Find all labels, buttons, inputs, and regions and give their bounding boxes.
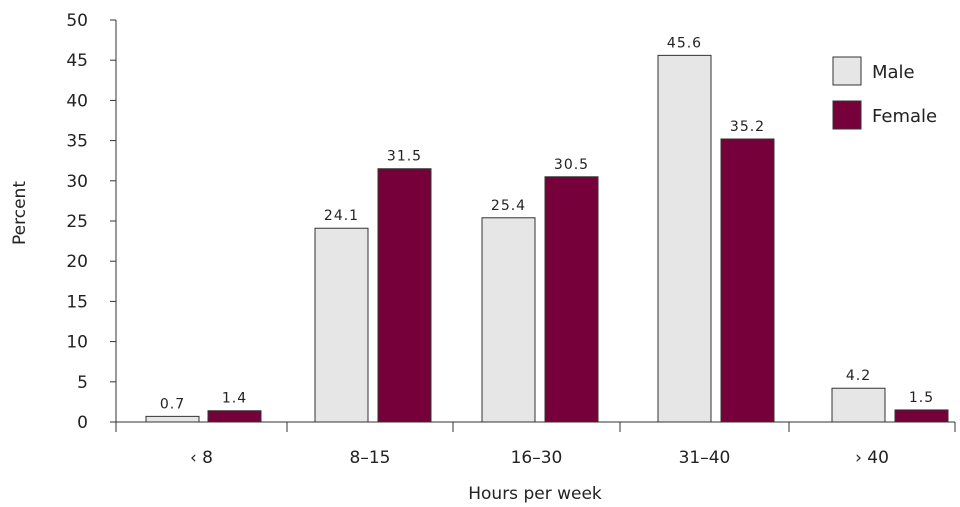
x-tick-label: 31–40 bbox=[679, 448, 731, 468]
data-labels-group: 0.7 24.1 25.4 45.6 4.2 1.4 31.5 30.5 35.2 1.5 bbox=[160, 35, 934, 412]
x-tick-label: 8–15 bbox=[350, 448, 391, 468]
bar-female bbox=[207, 410, 262, 423]
bar-male bbox=[481, 217, 536, 423]
data-label: 45.6 bbox=[667, 35, 702, 51]
data-label: 4.2 bbox=[846, 368, 871, 384]
y-tick-label: 5 bbox=[77, 373, 88, 393]
y-tick-label: 10 bbox=[66, 333, 88, 353]
x-axis: ‹ 8 8–15 16–30 31–40 › 40 bbox=[115, 421, 956, 468]
y-tick-label: 45 bbox=[66, 51, 88, 71]
bar-male bbox=[831, 387, 886, 423]
bar-female bbox=[377, 168, 432, 423]
y-axis: 0 5 10 15 20 25 30 35 40 45 50 bbox=[66, 11, 117, 433]
bar-male bbox=[145, 415, 200, 423]
bar-female bbox=[544, 176, 599, 423]
y-tick-label: 20 bbox=[66, 252, 88, 272]
bar-female bbox=[720, 138, 775, 423]
data-label: 25.4 bbox=[491, 198, 526, 214]
data-label: 1.4 bbox=[222, 391, 247, 407]
y-tick-label: 35 bbox=[66, 132, 88, 152]
x-tick-label: 16–30 bbox=[511, 448, 563, 468]
y-tick-label: 30 bbox=[66, 172, 88, 192]
x-axis-title: Hours per week bbox=[468, 484, 602, 504]
x-tick-label: › 40 bbox=[855, 448, 889, 468]
data-label: 31.5 bbox=[387, 149, 422, 165]
legend-label-male: Male bbox=[872, 62, 915, 83]
y-tick-label: 0 bbox=[77, 413, 88, 433]
bars-group bbox=[145, 54, 949, 423]
data-label: 24.1 bbox=[324, 208, 359, 224]
data-label: 0.7 bbox=[160, 396, 185, 412]
bar-male bbox=[657, 54, 712, 423]
y-tick-label: 50 bbox=[66, 11, 88, 31]
legend-label-female: Female bbox=[872, 106, 937, 127]
data-label: 30.5 bbox=[554, 157, 589, 173]
data-label: 1.5 bbox=[909, 390, 934, 406]
y-tick-label: 15 bbox=[66, 292, 88, 312]
x-tick-label: ‹ 8 bbox=[190, 448, 213, 468]
y-axis-title: Percent bbox=[10, 181, 30, 245]
y-tick-label: 40 bbox=[66, 91, 88, 111]
legend: Male Female bbox=[832, 56, 937, 130]
data-label: 35.2 bbox=[730, 119, 765, 135]
bar-male bbox=[314, 227, 369, 423]
legend-swatch-male bbox=[832, 56, 862, 86]
legend-swatch-female bbox=[832, 100, 862, 130]
bar-female bbox=[894, 409, 949, 423]
y-tick-label: 25 bbox=[66, 212, 88, 232]
